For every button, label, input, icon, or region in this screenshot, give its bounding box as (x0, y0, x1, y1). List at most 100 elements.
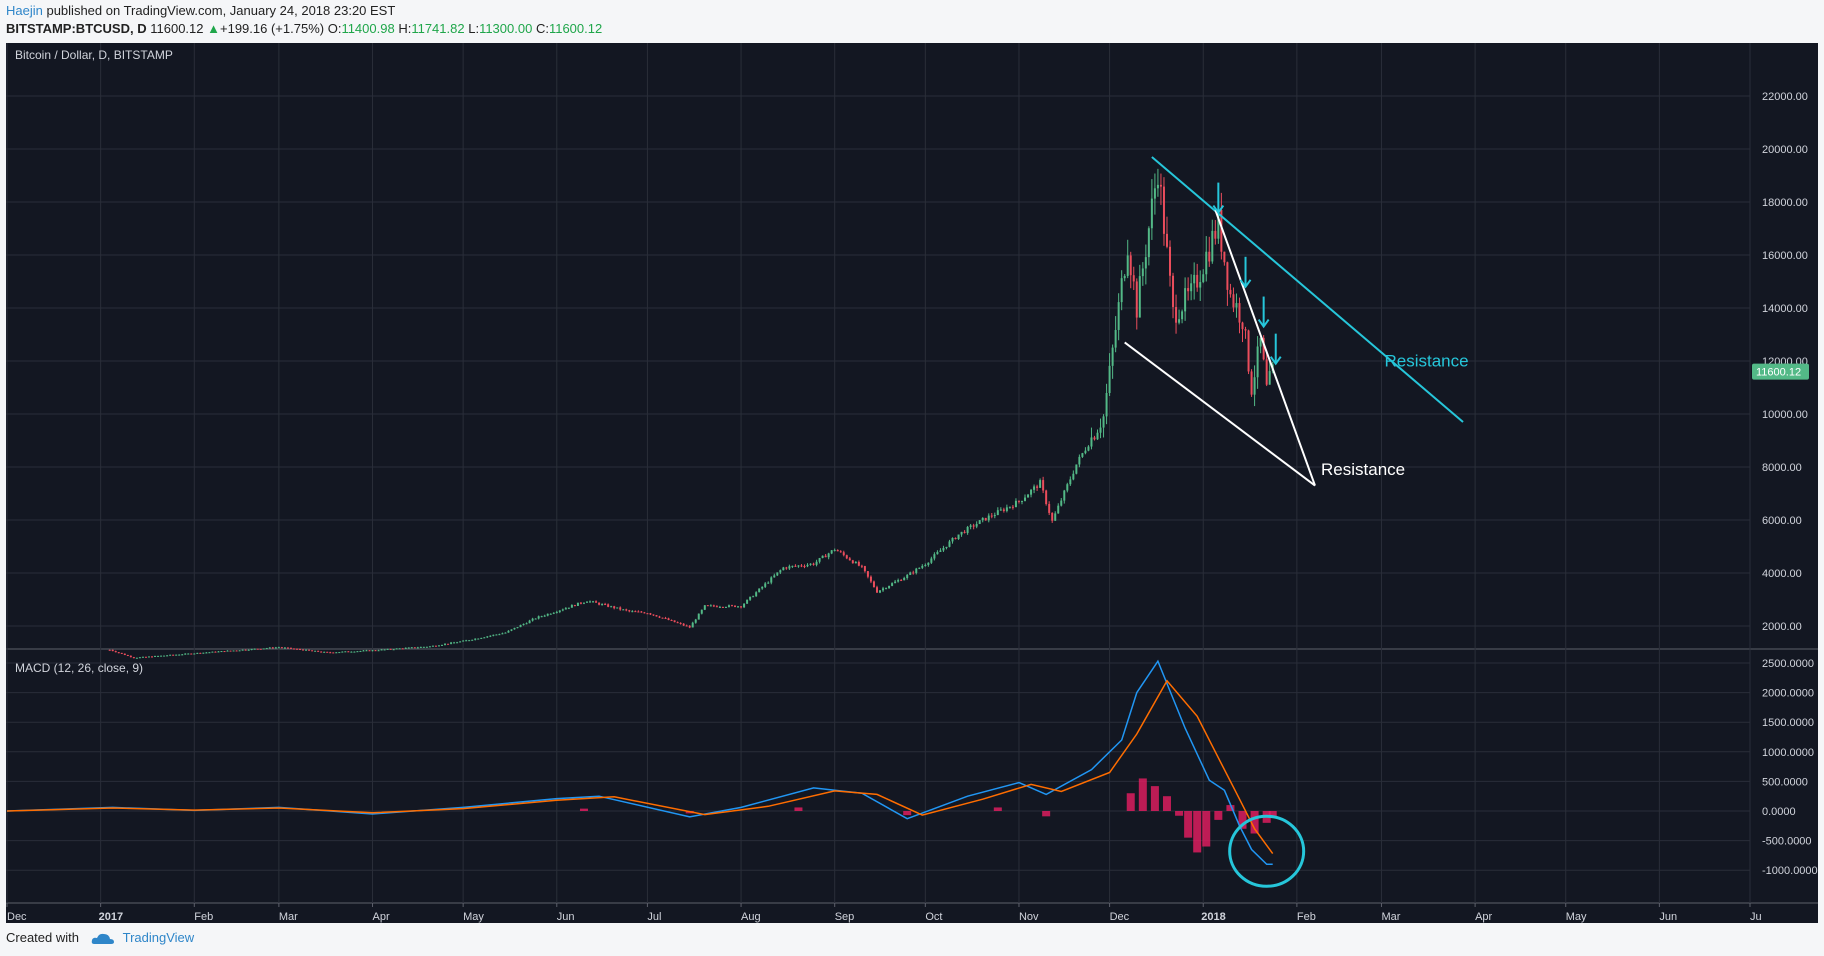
candle[interactable] (428, 646, 431, 648)
candle[interactable] (625, 608, 628, 612)
candle[interactable] (163, 655, 166, 657)
candle[interactable] (737, 605, 740, 608)
candle[interactable] (1045, 489, 1048, 506)
candle[interactable] (154, 655, 157, 657)
candle[interactable] (126, 654, 129, 657)
candle[interactable] (120, 652, 123, 654)
candle[interactable] (1229, 283, 1232, 298)
candle[interactable] (1120, 270, 1123, 311)
candle[interactable] (347, 651, 350, 653)
candle[interactable] (410, 647, 413, 649)
candle[interactable] (667, 617, 670, 621)
candle[interactable] (875, 585, 878, 593)
candle[interactable] (510, 629, 513, 632)
candle[interactable] (860, 564, 863, 569)
candle[interactable] (1042, 476, 1045, 494)
candle[interactable] (1099, 418, 1102, 439)
candle[interactable] (957, 534, 960, 540)
candle[interactable] (1087, 445, 1090, 452)
candle[interactable] (135, 657, 138, 659)
candle[interactable] (531, 617, 534, 622)
candle[interactable] (1063, 489, 1066, 504)
candle[interactable] (882, 586, 885, 592)
candle[interactable] (250, 648, 253, 651)
candle[interactable] (477, 638, 480, 640)
candle[interactable] (413, 647, 416, 649)
candle[interactable] (1156, 168, 1159, 197)
candle[interactable] (305, 649, 308, 651)
candle[interactable] (939, 548, 942, 553)
candle[interactable] (389, 648, 392, 650)
candle[interactable] (1072, 470, 1075, 481)
candle[interactable] (990, 513, 993, 519)
candle[interactable] (972, 523, 975, 530)
candle[interactable] (425, 646, 428, 648)
candle[interactable] (1235, 293, 1238, 318)
candle[interactable] (1202, 269, 1205, 284)
candle[interactable] (616, 607, 619, 609)
candle[interactable] (1247, 329, 1250, 375)
candle[interactable] (1017, 500, 1020, 504)
candle[interactable] (549, 613, 552, 615)
candle[interactable] (144, 656, 147, 658)
candle[interactable] (691, 621, 694, 628)
candle[interactable] (558, 610, 561, 614)
candle[interactable] (507, 630, 510, 633)
candle[interactable] (220, 650, 223, 653)
candle[interactable] (528, 619, 531, 624)
candle[interactable] (277, 646, 280, 649)
candle[interactable] (709, 604, 712, 607)
candle[interactable] (866, 571, 869, 579)
candle[interactable] (963, 530, 966, 534)
candle[interactable] (897, 578, 900, 583)
candle[interactable] (1169, 240, 1172, 287)
candle[interactable] (401, 648, 404, 650)
candle[interactable] (166, 655, 169, 657)
candle[interactable] (447, 643, 450, 645)
candle[interactable] (157, 655, 160, 657)
candle[interactable] (767, 581, 770, 584)
candle[interactable] (383, 649, 386, 651)
candle[interactable] (761, 586, 764, 590)
candle[interactable] (712, 604, 715, 608)
candle[interactable] (1005, 504, 1008, 513)
candle[interactable] (160, 655, 163, 657)
candle[interactable] (489, 635, 492, 638)
candle[interactable] (628, 609, 631, 613)
candle[interactable] (289, 647, 292, 650)
candle[interactable] (579, 601, 582, 605)
candle[interactable] (649, 612, 652, 616)
candle[interactable] (226, 650, 229, 652)
candle[interactable] (468, 640, 471, 642)
candle[interactable] (800, 564, 803, 568)
candle[interactable] (749, 596, 752, 601)
candle[interactable] (540, 615, 543, 618)
candle[interactable] (879, 590, 882, 594)
candle[interactable] (247, 649, 250, 651)
candle[interactable] (444, 643, 447, 646)
candle[interactable] (718, 605, 721, 608)
candle[interactable] (302, 649, 305, 651)
candle[interactable] (658, 615, 661, 619)
candle[interactable] (634, 610, 637, 613)
candle[interactable] (1181, 309, 1184, 324)
candle[interactable] (1144, 244, 1147, 285)
candle[interactable] (329, 651, 332, 654)
candle[interactable] (1178, 309, 1181, 325)
candle[interactable] (202, 652, 205, 654)
candle[interactable] (848, 557, 851, 561)
candle[interactable] (857, 560, 860, 567)
candle[interactable] (132, 656, 135, 659)
candle[interactable] (465, 639, 468, 642)
candle[interactable] (1030, 488, 1033, 498)
candle[interactable] (715, 605, 718, 608)
candle[interactable] (1265, 350, 1268, 387)
candle[interactable] (1084, 447, 1087, 455)
candle[interactable] (791, 565, 794, 568)
candle[interactable] (1008, 506, 1011, 509)
candle[interactable] (453, 641, 456, 644)
candle[interactable] (386, 648, 389, 650)
candle[interactable] (945, 546, 948, 550)
candle[interactable] (495, 634, 498, 636)
candle[interactable] (1051, 512, 1054, 523)
